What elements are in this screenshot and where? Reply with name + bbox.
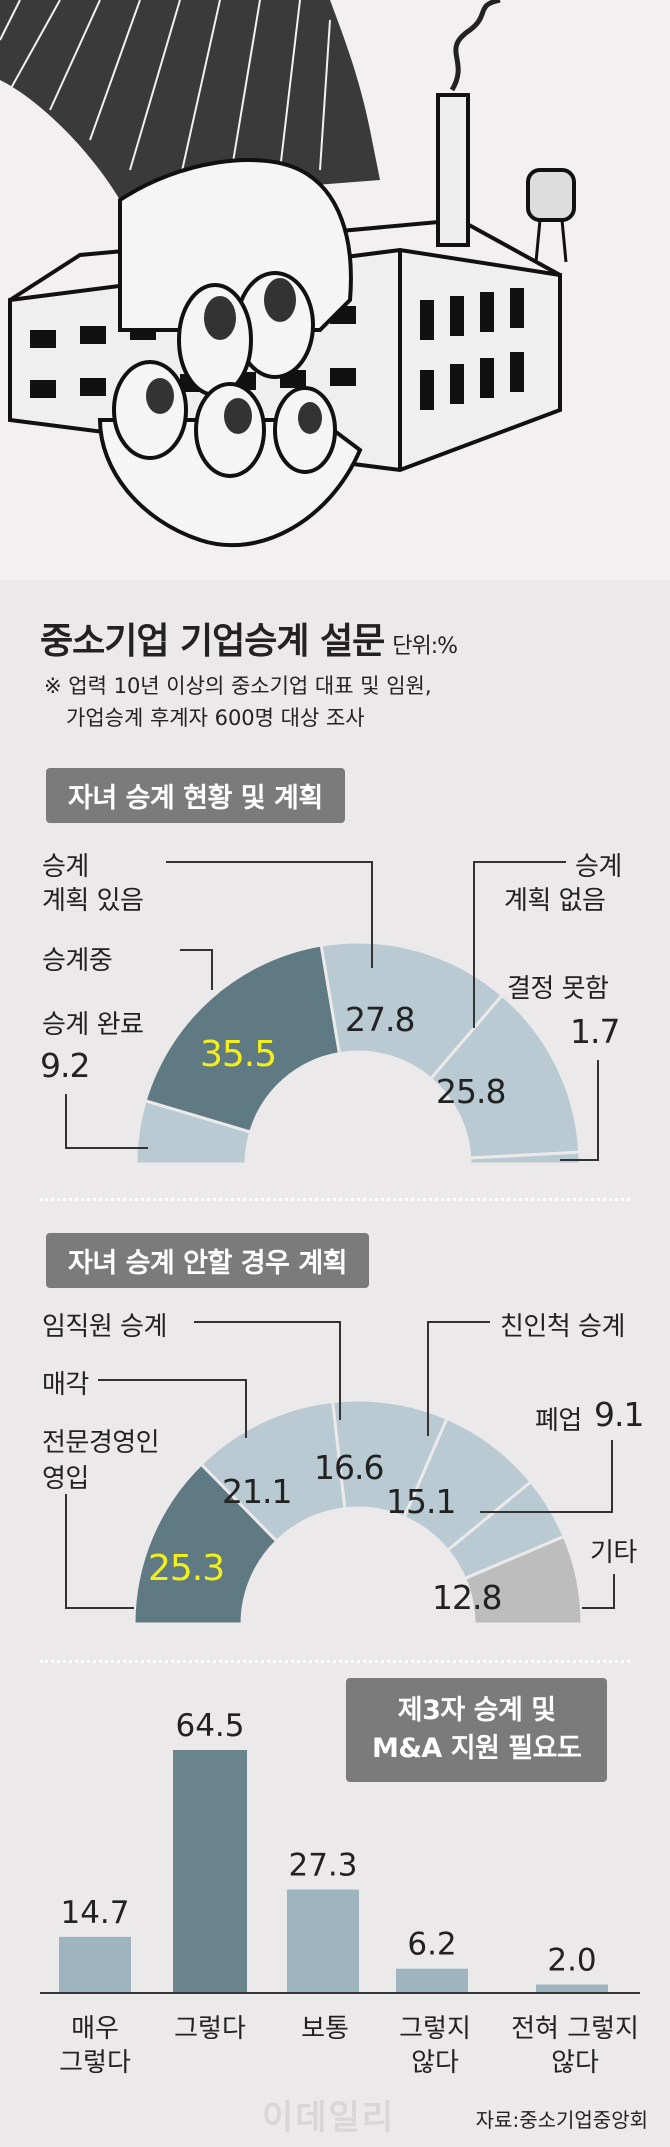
c3-cat2: 그렇다 (174, 2014, 246, 2044)
c2-close-leader (480, 1440, 613, 1513)
divider-1 (40, 1198, 630, 1201)
c1-undecided-value: 1.7 (570, 1012, 620, 1051)
c1-noplan-value: 25.8 (436, 1072, 506, 1111)
c2-kin-value: 15.1 (386, 1482, 456, 1521)
factory-hand-illustration (0, 0, 670, 580)
c1-slice-1 (143, 943, 342, 1134)
unit-label: 단위:% (392, 634, 458, 659)
c3-cat1: 매우 그렇다 (59, 2014, 131, 2078)
c3-bar-value-2: 27.3 (288, 1848, 357, 1884)
c2-pro-value: 25.3 (148, 1548, 225, 1589)
c3-bar-2 (287, 1889, 359, 1992)
page-title: 중소기업 기업승계 설문 단위:% (40, 621, 458, 662)
watermark: 이데일리 (262, 2098, 396, 2138)
c1-ongoing-label: 승계중 (42, 946, 113, 976)
c1-done-value: 9.2 (40, 1046, 90, 1085)
survey-note-line2: 가업승계 후계자 600명 대상 조사 (66, 706, 365, 730)
c1-slice-4 (468, 1150, 582, 1166)
c1-ongoing-leader (180, 949, 213, 990)
c3-bar-1 (173, 1750, 247, 1992)
c2-kin-label: 친인척 승계 (500, 1312, 625, 1342)
c3-bar-0 (59, 1936, 131, 1992)
c1-plan-label-a: 승계 (42, 852, 89, 882)
c2-sale-leader (98, 1379, 247, 1438)
c3-bar-value-3: 6.2 (407, 1927, 456, 1963)
c2-close-value: 9.1 (594, 1395, 644, 1434)
c2-staff-label: 임직원 승계 (42, 1312, 167, 1342)
c3-bar-value-1: 64.5 (175, 1708, 244, 1744)
divider-2 (40, 1660, 630, 1663)
c2-pro-leader (65, 1494, 134, 1609)
c3-bar-3 (396, 1968, 468, 1992)
c2-staff-leader (194, 1321, 341, 1420)
section2-title: 자녀 승계 안할 경우 계획 (46, 1233, 369, 1288)
c3-bar-value-4: 2.0 (547, 1942, 596, 1978)
c1-done-label: 승계 완료 (42, 1010, 144, 1040)
c2-kin-leader (427, 1321, 490, 1436)
c3-title-line2: M&A 지원 필요도 (372, 1733, 582, 1764)
c2-sale-value: 21.1 (222, 1472, 292, 1511)
c3-bar-value-0: 14.7 (60, 1895, 129, 1931)
c1-plan-leader (166, 861, 373, 968)
c3-cat3: 보통 (301, 2014, 349, 2044)
c2-etc-label: 기타 (590, 1538, 637, 1568)
c2-etc-leader (582, 1574, 615, 1609)
survey-note-line1: ※ 업력 10년 이상의 중소기업 대표 및 임원, (44, 674, 432, 698)
c2-pro-label-b: 영입 (42, 1464, 89, 1494)
c3-cat5: 전혀 그렇지 않다 (511, 2014, 639, 2078)
c1-done-leader (65, 1094, 148, 1149)
c3-bar-4 (536, 1984, 608, 1992)
c1-undecided-leader (560, 1060, 599, 1161)
c1-noplan-leader (473, 861, 566, 1028)
section3-title: 제3자 승계 및 M&A 지원 필요도 (346, 1678, 608, 1782)
c1-noplan-label-b: 계획 없음 (504, 886, 606, 916)
c2-slice-5 (462, 1534, 584, 1626)
c3-title-line1: 제3자 승계 및 (397, 1695, 556, 1726)
c2-pro-label-a: 전문경영인 (42, 1428, 160, 1458)
c2-close-label: 폐업 (535, 1406, 582, 1436)
c1-undecided-label: 결정 못함 (507, 974, 609, 1004)
c1-plan-label-b: 계획 있음 (42, 886, 144, 916)
factory-hand-drawing (0, 0, 576, 548)
c1-ongoing-value: 35.5 (200, 1034, 277, 1075)
c3-cat4: 그렇지 않다 (399, 2014, 471, 2078)
source-label: 자료:중소기업중앙회 (475, 2108, 648, 2132)
c1-plan-value: 27.8 (345, 1000, 415, 1039)
c2-sale-label: 매각 (42, 1370, 89, 1400)
c1-noplan-label-a: 승계 (575, 852, 622, 882)
section1-title: 자녀 승계 현황 및 계획 (46, 768, 345, 823)
c2-staff-value: 16.6 (314, 1448, 384, 1487)
c2-etc-value: 12.8 (432, 1578, 502, 1617)
